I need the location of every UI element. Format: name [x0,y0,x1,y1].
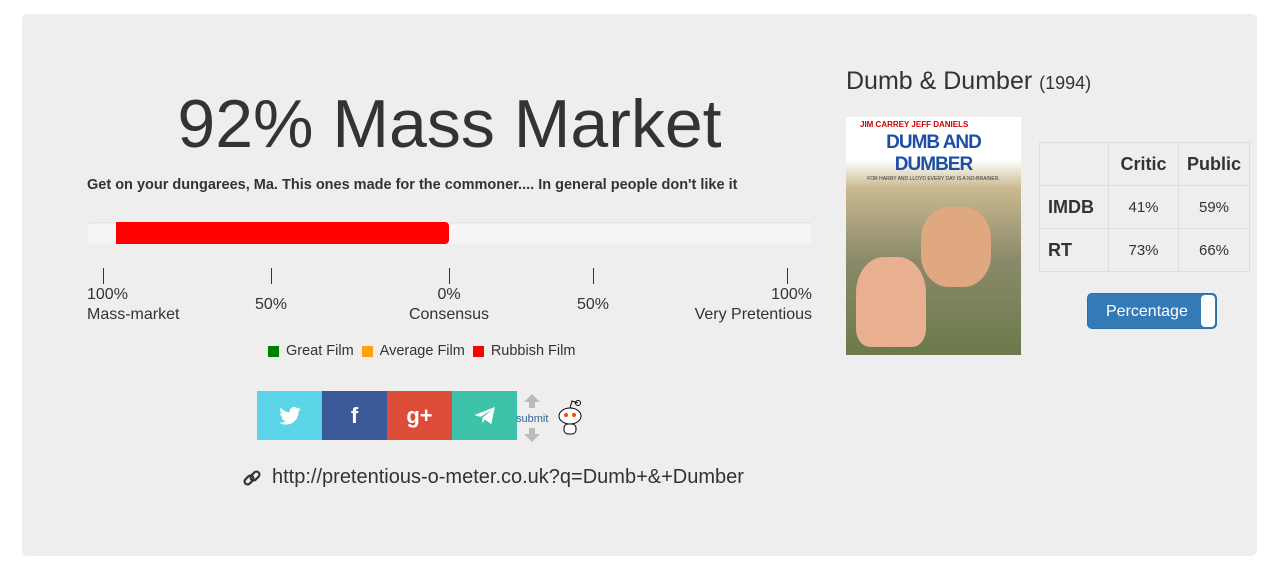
legend-swatch-great [268,345,279,357]
google-plus-icon: g+ [406,402,433,428]
legend-label: Great Film [286,343,354,359]
scale-label: 50% [211,295,331,315]
poster-title: DUMB AND DUMBER [886,132,982,175]
ratings-table: Critic Public IMDB 41% 59% RT 73% 66% [1039,142,1251,272]
header-public: Public [1177,142,1251,186]
film-name: Dumb & Dumber [846,67,1033,95]
reddit-vote-arrows-icon [524,394,582,442]
legend-swatch-rubbish [472,345,484,357]
scale-value: 100% [771,286,812,303]
scale-label: 0% Consensus [389,285,509,325]
scale-tick [103,268,104,284]
poster-actors: JIM CARREY JEFF DANIELS [860,120,969,129]
public-score: 59% [1177,185,1251,229]
scale-caption: Mass-market [87,306,180,323]
critic-score: 41% [1108,185,1179,229]
link-icon [243,469,261,486]
row-source: RT [1039,228,1109,272]
twitter-icon [278,406,301,425]
scale-tick [449,268,450,284]
film-year: (1994) [1039,73,1092,93]
critic-score: 73% [1108,228,1179,272]
header-critic: Critic [1108,142,1179,186]
scale-value: 100% [87,286,128,303]
scale-caption: Very Pretentious [694,306,812,323]
toggle-label: Percentage [1106,303,1188,320]
scale-value: 50% [254,296,288,313]
facebook-icon: f [350,402,359,428]
poster-tagline: FOR HARRY AND LLOYD EVERY DAY IS A NO-BR… [867,176,1000,182]
scale-label: 100% Very Pretentious [695,285,812,325]
share-link: http://pretentious-o-meter.co.uk?q=Dumb+… [242,466,744,489]
scale-tick [593,268,594,284]
legend-swatch-average [361,345,373,357]
scale-label: 100% Mass-market [87,285,179,325]
scale-value: 0% [437,286,461,303]
reddit-submit-label: submit [516,413,549,425]
scale-caption: Consensus [408,306,490,323]
film-title: Dumb & Dumber (1994) [846,67,1091,96]
table-row: RT 73% 66% [1039,228,1251,272]
main-panel [22,14,1257,556]
facebook-share-button[interactable]: f [322,391,387,440]
reddit-alien-icon [558,400,582,435]
scale-value: 50% [576,296,610,313]
header-empty [1039,142,1109,186]
public-score: 66% [1177,228,1251,272]
film-poster: JIM CARREY JEFF DANIELS DUMB AND DUMBER … [846,117,1021,355]
google-plus-share-button[interactable]: g+ [387,391,452,440]
reddit-submit-button[interactable]: submit [516,392,586,442]
share-url[interactable]: http://pretentious-o-meter.co.uk?q=Dumb+… [272,466,744,488]
pretentiousness-bar [87,222,812,244]
twitter-share-button[interactable] [257,391,322,440]
share-buttons: f g+ [257,391,517,440]
percentage-toggle[interactable]: Percentage [1087,293,1217,329]
result-description: Get on your dungarees, Ma. This ones mad… [87,177,738,193]
scale-label: 50% [533,295,653,315]
row-source: IMDB [1039,185,1109,229]
pretentiousness-bar-fill [115,222,449,244]
telegram-share-button[interactable] [452,391,517,440]
table-row: IMDB 41% 59% [1039,185,1251,229]
result-headline: 92% Mass Market [177,86,722,162]
legend-label: Average Film [379,343,465,359]
scale-tick [787,268,788,284]
telegram-icon [473,406,495,424]
legend: Great Film Average Film Rubbish Film [268,343,575,359]
toggle-knob [1201,295,1215,327]
legend-label: Rubbish Film [490,343,576,359]
scale-tick [271,268,272,284]
